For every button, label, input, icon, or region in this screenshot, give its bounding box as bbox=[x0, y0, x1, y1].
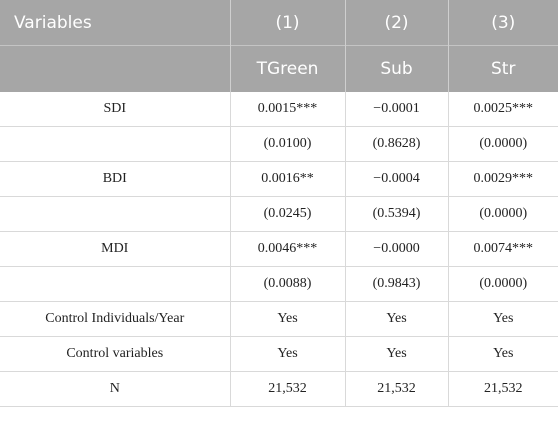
value-cell: (0.0000) bbox=[447, 126, 558, 162]
value-cell: Yes bbox=[447, 301, 558, 337]
header-sub: Sub bbox=[344, 45, 448, 92]
header-model-1: (1) bbox=[229, 0, 345, 46]
table-row: SDI 0.0015*** −0.0001 0.0025*** bbox=[0, 92, 558, 127]
table-row: (0.0100) (0.8628) (0.0000) bbox=[0, 126, 558, 162]
regression-table: Variables (1) (2) (3) TGreen Sub Str SDI… bbox=[0, 0, 558, 407]
value-cell: −0.0000 bbox=[344, 231, 448, 267]
row-label-cell: SDI bbox=[0, 92, 230, 127]
row-label-cell: Control variables bbox=[0, 336, 230, 372]
row-label-cell: Control Individuals/Year bbox=[0, 301, 230, 337]
table-body: SDI 0.0015*** −0.0001 0.0025*** (0.0100) (0.8… bbox=[0, 92, 558, 407]
header-model-2: (2) bbox=[344, 0, 448, 46]
table-row: Control variables Yes Yes Yes bbox=[0, 336, 558, 372]
value-cell: 21,532 bbox=[344, 371, 448, 407]
value-cell: 0.0025*** bbox=[447, 92, 558, 127]
header-variables: Variables bbox=[0, 0, 230, 46]
value-cell: (0.9843) bbox=[344, 266, 448, 302]
value-cell: (0.0000) bbox=[447, 196, 558, 232]
row-label-cell: MDI bbox=[0, 231, 230, 267]
table-row: BDI 0.0016** −0.0004 0.0029*** bbox=[0, 161, 558, 197]
value-cell: 0.0016** bbox=[229, 161, 345, 197]
value-cell: Yes bbox=[344, 336, 448, 372]
value-cell: (0.5394) bbox=[344, 196, 448, 232]
row-label-cell bbox=[0, 266, 230, 302]
value-cell: (0.0000) bbox=[447, 266, 558, 302]
table-header: Variables (1) (2) (3) TGreen Sub Str bbox=[0, 0, 558, 92]
header-row-dependent-vars: TGreen Sub Str bbox=[0, 45, 558, 92]
table-row: (0.0245) (0.5394) (0.0000) bbox=[0, 196, 558, 232]
row-label-cell: BDI bbox=[0, 161, 230, 197]
header-model-3: (3) bbox=[447, 0, 558, 46]
value-cell: (0.0088) bbox=[229, 266, 345, 302]
table-row: MDI 0.0046*** −0.0000 0.0074*** bbox=[0, 231, 558, 267]
table-row: Control Individuals/Year Yes Yes Yes bbox=[0, 301, 558, 337]
value-cell: 21,532 bbox=[447, 371, 558, 407]
value-cell: 0.0046*** bbox=[229, 231, 345, 267]
value-cell: 0.0015*** bbox=[229, 92, 345, 127]
value-cell: 21,532 bbox=[229, 371, 345, 407]
value-cell: (0.8628) bbox=[344, 126, 448, 162]
value-cell: Yes bbox=[229, 336, 345, 372]
header-str: Str bbox=[447, 45, 558, 92]
header-row-model-numbers: Variables (1) (2) (3) bbox=[0, 0, 558, 46]
value-cell: 0.0029*** bbox=[447, 161, 558, 197]
value-cell: Yes bbox=[447, 336, 558, 372]
table-row: (0.0088) (0.9843) (0.0000) bbox=[0, 266, 558, 302]
header-empty bbox=[0, 45, 230, 92]
row-label-cell bbox=[0, 126, 230, 162]
row-label-cell: N bbox=[0, 371, 230, 407]
table-row: N 21,532 21,532 21,532 bbox=[0, 371, 558, 407]
row-label-cell bbox=[0, 196, 230, 232]
value-cell: (0.0245) bbox=[229, 196, 345, 232]
value-cell: Yes bbox=[344, 301, 448, 337]
value-cell: 0.0074*** bbox=[447, 231, 558, 267]
value-cell: (0.0100) bbox=[229, 126, 345, 162]
value-cell: −0.0001 bbox=[344, 92, 448, 127]
value-cell: Yes bbox=[229, 301, 345, 337]
value-cell: −0.0004 bbox=[344, 161, 448, 197]
header-tgreen: TGreen bbox=[229, 45, 345, 92]
